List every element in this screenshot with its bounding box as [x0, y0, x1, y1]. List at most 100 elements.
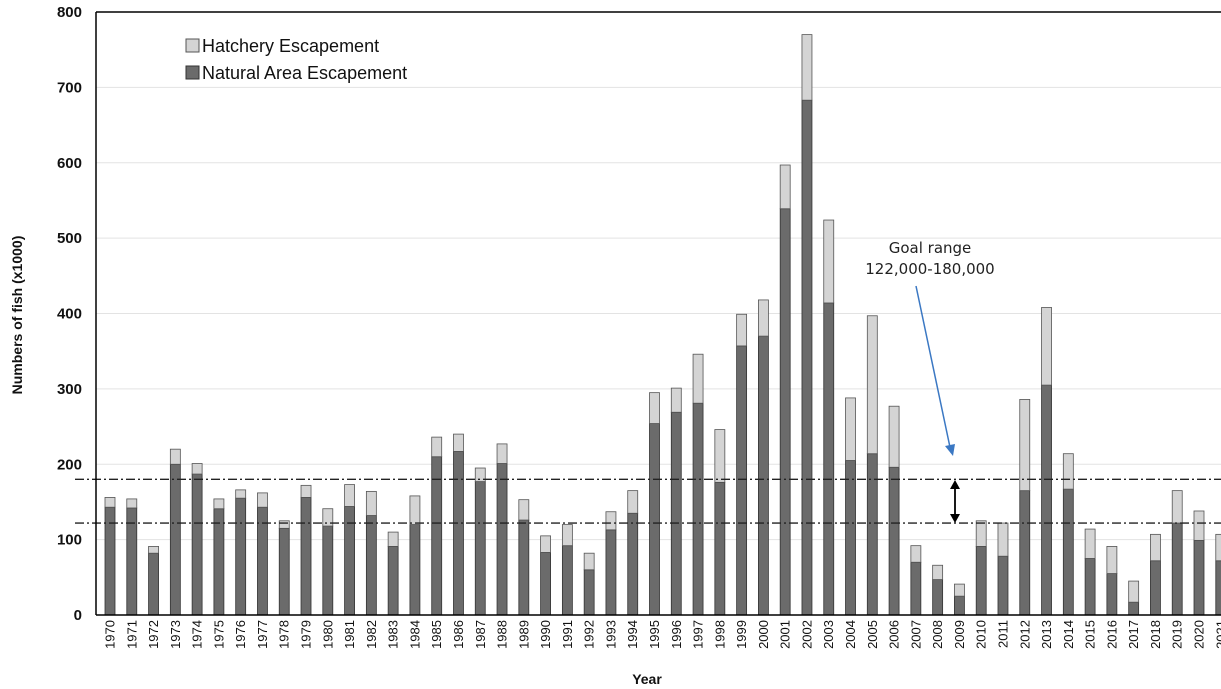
x-tick-label: 2018 [1148, 620, 1163, 649]
x-tick-label: 2002 [799, 620, 814, 649]
x-tick-label: 1991 [560, 620, 575, 649]
x-tick-label: 1988 [495, 620, 510, 649]
bar-hatchery-1971 [126, 498, 138, 509]
bar-natural-2016 [1106, 573, 1118, 616]
bar-natural-2003 [823, 302, 835, 616]
bar-hatchery-2010 [975, 520, 987, 547]
bar-natural-1986 [453, 451, 464, 616]
bar-natural-1982 [365, 515, 377, 616]
x-tick-label: 2013 [1039, 620, 1054, 649]
x-tick-label: 1978 [277, 620, 292, 649]
x-tick-label: 2004 [843, 620, 858, 649]
bar-natural-2014 [1062, 488, 1074, 616]
x-tick-label: 1994 [625, 620, 640, 649]
reference-lines [75, 478, 1221, 524]
bar-hatchery-1974 [191, 463, 203, 475]
x-tick-label: 2020 [1192, 620, 1207, 649]
y-axis-title: Numbers of fish (x1000) [9, 236, 25, 395]
x-tick-label: 1976 [233, 620, 248, 649]
x-tick-label: 1984 [407, 620, 422, 649]
x-tick-label: 1980 [320, 620, 335, 649]
bar-natural-2000 [758, 335, 769, 616]
x-tick-label: 1985 [429, 620, 444, 649]
bar-natural-2020 [1193, 539, 1205, 616]
bar-natural-1990 [540, 552, 551, 616]
x-tick-label: 2003 [821, 620, 836, 649]
bar-natural-1996 [670, 411, 682, 616]
bar-hatchery-1996 [670, 387, 682, 413]
bar-hatchery-1995 [649, 392, 660, 424]
bar-hatchery-2013 [1041, 307, 1052, 386]
bar-natural-1994 [627, 512, 639, 616]
bar-hatchery-1979 [300, 484, 312, 498]
bar-natural-1979 [300, 497, 312, 616]
bar-hatchery-1978 [278, 520, 290, 529]
bar-hatchery-1981 [344, 484, 355, 507]
x-tick-label: 2014 [1061, 620, 1076, 649]
bar-hatchery-1994 [627, 490, 639, 514]
bar-hatchery-2002 [801, 34, 813, 101]
x-tick-label: 1996 [669, 620, 684, 649]
bar-hatchery-2008 [932, 564, 944, 580]
bar-natural-2013 [1041, 384, 1052, 616]
x-tick-label: 2006 [887, 620, 902, 649]
x-tick-label: 2000 [756, 620, 771, 649]
bar-hatchery-1987 [474, 467, 486, 482]
legend-label-hatchery: Hatchery Escapement [202, 36, 379, 56]
legend-label-natural: Natural Area Escapement [202, 63, 407, 83]
y-tick-label: 500 [57, 230, 82, 247]
x-tick-label: 1995 [647, 620, 662, 649]
bar-natural-2019 [1171, 522, 1183, 616]
bar-natural-1984 [409, 524, 421, 616]
bar-natural-1978 [278, 527, 290, 616]
bar-hatchery-1993 [605, 511, 617, 531]
y-tick-label: 800 [57, 4, 82, 21]
bar-natural-1995 [649, 423, 660, 616]
bar-hatchery-1977 [257, 492, 268, 508]
y-tick-label: 100 [57, 532, 82, 549]
bar-hatchery-2021 [1215, 533, 1221, 562]
goal-range-annotation: Goal range 122,000-180,000 [865, 239, 995, 523]
bar-hatchery-1984 [409, 495, 421, 525]
bar-natural-2001 [779, 208, 791, 616]
bar-natural-2015 [1084, 558, 1096, 616]
bar-hatchery-1998 [714, 429, 726, 483]
x-tick-label: 1979 [299, 620, 314, 649]
bar-hatchery-2006 [888, 405, 900, 468]
bar-hatchery-2019 [1171, 490, 1183, 524]
bar-hatchery-2005 [866, 315, 878, 455]
bar-natural-2011 [997, 555, 1009, 616]
legend-swatch-natural [185, 65, 200, 80]
x-tick-label: 1992 [582, 620, 597, 649]
y-tick-label: 300 [57, 381, 82, 398]
bar-hatchery-2007 [910, 545, 922, 563]
x-tick-label: 1971 [124, 620, 139, 649]
bar-natural-1991 [561, 545, 573, 616]
bar-hatchery-1999 [736, 313, 748, 347]
bar-natural-1999 [736, 345, 748, 616]
bar-hatchery-1970 [104, 497, 116, 508]
bar-hatchery-1997 [692, 353, 704, 404]
bar-natural-2010 [975, 546, 987, 616]
bar-natural-1997 [692, 402, 704, 616]
bar-hatchery-2015 [1084, 528, 1096, 559]
x-tick-label: 2016 [1104, 620, 1119, 649]
bar-natural-1985 [431, 456, 443, 616]
gridlines [96, 11, 1221, 541]
x-tick-label: 1986 [451, 620, 466, 649]
annotation-line2: 122,000-180,000 [865, 260, 994, 278]
bar-natural-2009 [954, 595, 965, 616]
bar-natural-2007 [910, 561, 922, 616]
x-tick-label: 2010 [974, 620, 989, 649]
bar-hatchery-1982 [365, 490, 377, 516]
x-axis-title: Year [632, 671, 662, 687]
bar-hatchery-2004 [845, 397, 856, 461]
y-tick-label: 700 [57, 79, 82, 96]
annotation-pointer-arrowhead [945, 444, 955, 456]
y-tick-label: 400 [57, 306, 82, 323]
bar-hatchery-1985 [431, 436, 443, 458]
bar-hatchery-1983 [387, 531, 399, 547]
bar-natural-1972 [148, 552, 159, 616]
bar-hatchery-2014 [1062, 453, 1074, 490]
